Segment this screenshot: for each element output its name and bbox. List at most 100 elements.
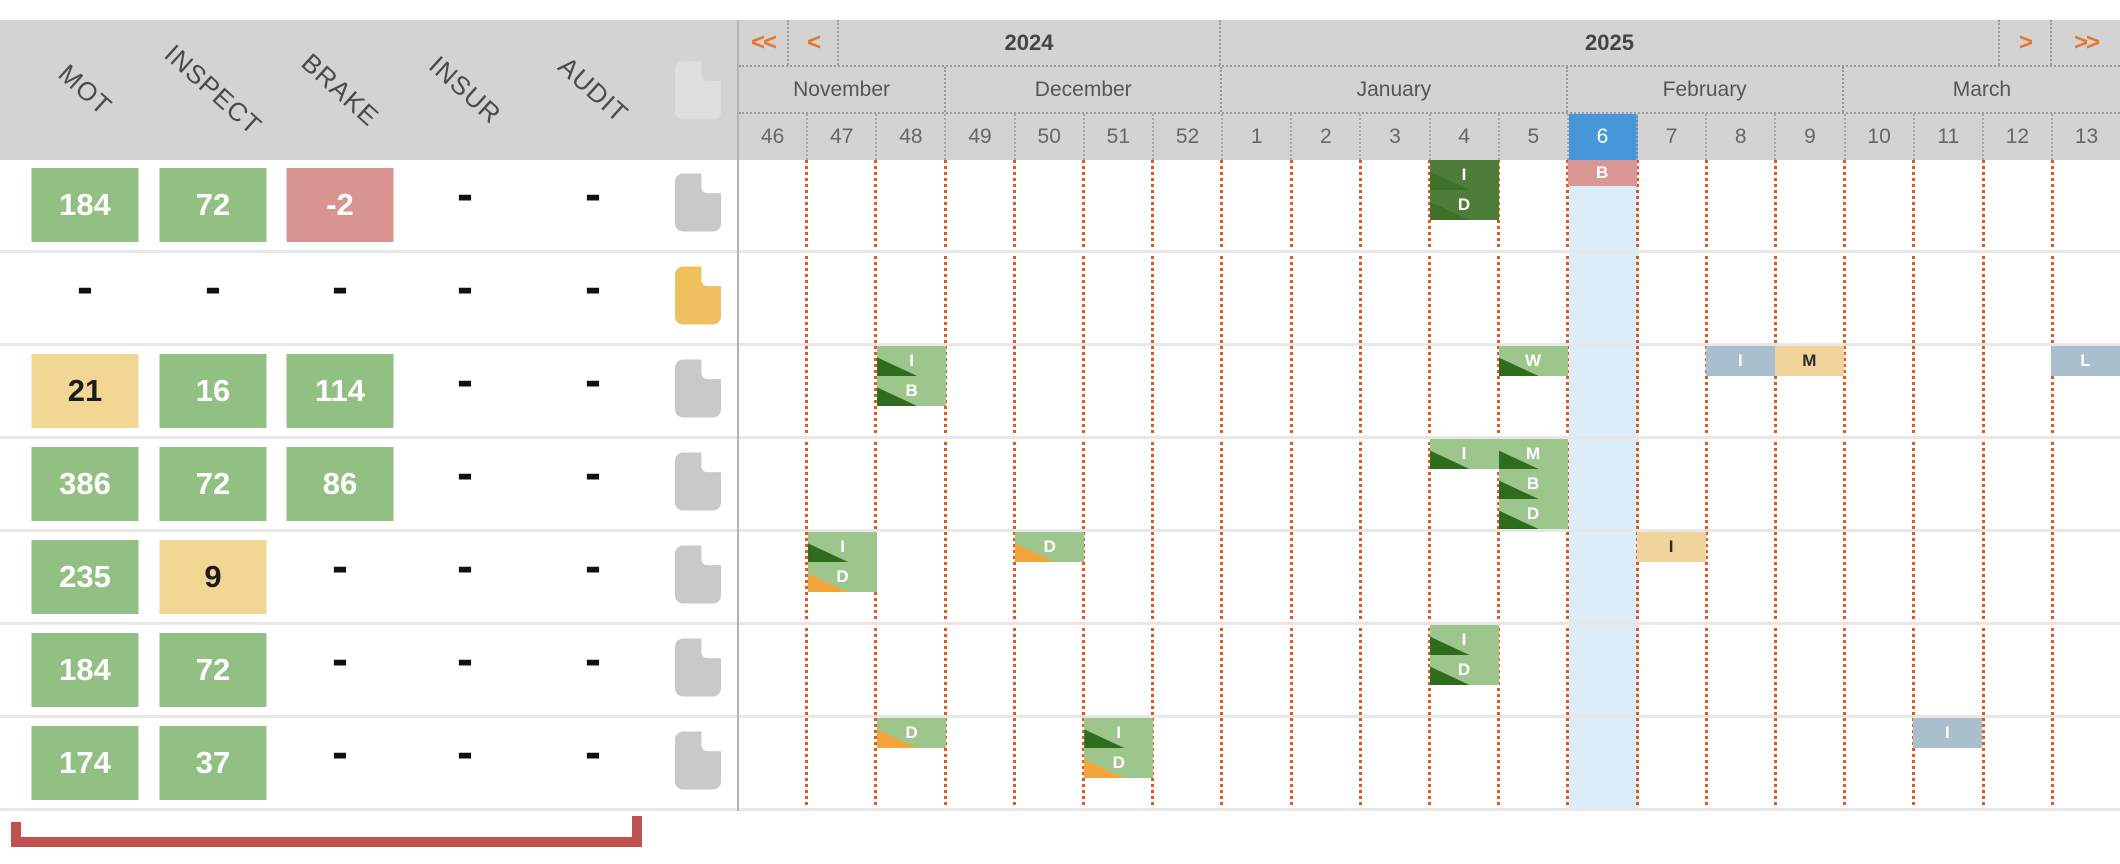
week-6-header-current[interactable]: 6 — [1568, 114, 1639, 160]
brake-days-value[interactable]: 86 — [286, 447, 394, 521]
nav-fast-forward-button[interactable]: >> — [2073, 28, 2100, 56]
event-label: I — [909, 351, 914, 370]
brake-days-value[interactable]: 114 — [286, 354, 394, 428]
event-B-week-48[interactable]: B — [877, 376, 947, 406]
document-button[interactable] — [675, 731, 722, 795]
mot-days-value[interactable]: 386 — [31, 447, 139, 521]
event-M-week-5[interactable]: M — [1498, 439, 1568, 469]
status-table-header: MOT INSPECT BRAKE INSUR AUDIT — [0, 20, 737, 160]
week-49-header[interactable]: 49 — [946, 114, 1016, 160]
event-group-week-48: D — [877, 718, 947, 748]
event-I-week-8[interactable]: I — [1705, 346, 1775, 376]
document-button[interactable] — [675, 452, 722, 516]
nav-forward-button[interactable]: > — [2000, 20, 2052, 65]
audit-empty-value: - — [585, 447, 601, 500]
audit-empty-value: - — [585, 354, 601, 407]
week-8-header[interactable]: 8 — [1707, 114, 1777, 160]
inspect-days-value[interactable]: 9 — [159, 540, 267, 614]
event-I-week-4[interactable]: I — [1429, 439, 1499, 469]
document-column-header — [675, 60, 722, 124]
inspect-days-value[interactable]: 72 — [159, 168, 267, 242]
event-label: D — [1457, 660, 1471, 679]
mot-days-value[interactable]: 184 — [31, 633, 139, 707]
gantt-row-2 — [739, 253, 2120, 346]
week-46-header[interactable]: 46 — [739, 114, 809, 160]
mot-days-value[interactable]: 174 — [31, 726, 139, 800]
mot-days-value[interactable]: 21 — [31, 354, 139, 428]
week-1-header[interactable]: 1 — [1223, 114, 1293, 160]
event-W-week-5[interactable]: W — [1498, 346, 1568, 376]
mot-days-value[interactable]: 235 — [31, 540, 139, 614]
event-D-week-5[interactable]: D — [1498, 499, 1568, 529]
event-B-week-6[interactable]: B — [1567, 160, 1637, 186]
week-47-header[interactable]: 47 — [808, 114, 878, 160]
event-label: I — [1461, 444, 1467, 463]
week-7-column — [1639, 160, 1708, 811]
event-B-week-5[interactable]: B — [1498, 469, 1568, 499]
brake-days-value[interactable]: -2 — [286, 168, 394, 242]
document-button[interactable] — [675, 266, 722, 330]
column-header-audit: AUDIT — [552, 50, 635, 129]
nav-backward-button[interactable]: < — [789, 20, 839, 65]
red-underline-bracket-annotation — [11, 816, 642, 847]
event-I-week-4[interactable]: I — [1429, 625, 1499, 655]
nav-fast-backward-button[interactable]: << — [739, 20, 789, 65]
event-D-week-4[interactable]: D — [1429, 655, 1499, 685]
document-ghost-icon — [675, 60, 722, 120]
event-M-week-9[interactable]: M — [1774, 346, 1844, 376]
event-I-week-47[interactable]: I — [808, 532, 878, 562]
event-D-week-50[interactable]: D — [1015, 532, 1085, 562]
event-I-week-48[interactable]: I — [877, 346, 947, 376]
week-52-column — [1154, 160, 1224, 811]
week-11-header[interactable]: 11 — [1915, 114, 1984, 160]
inspect-days-value[interactable]: 72 — [159, 447, 267, 521]
week-50-header[interactable]: 50 — [1016, 114, 1085, 160]
week-13-header[interactable]: 13 — [2074, 125, 2099, 148]
document-button[interactable] — [675, 359, 722, 423]
vehicle-row-4: 386 72 86 - - — [0, 439, 737, 532]
event-D-week-4[interactable]: D — [1429, 190, 1499, 220]
audit-empty-value: - — [585, 261, 601, 314]
week-3-header[interactable]: 3 — [1361, 114, 1431, 160]
event-label: D — [1526, 504, 1540, 523]
week-4-header[interactable]: 4 — [1431, 114, 1500, 160]
event-I-week-51[interactable]: I — [1084, 718, 1154, 748]
vehicle-status-table: MOT INSPECT BRAKE INSUR AUDIT 184 72 -2 - - - - - -… — [0, 20, 737, 811]
week-10-header[interactable]: 10 — [1846, 114, 1915, 160]
week-2-header[interactable]: 2 — [1292, 114, 1362, 160]
week-5-header[interactable]: 5 — [1500, 114, 1569, 160]
gantt-timeline: << < 2024 2025 > >> November December Ja… — [739, 20, 2120, 811]
week-7-header[interactable]: 7 — [1638, 114, 1708, 160]
event-I-week-7[interactable]: I — [1636, 532, 1706, 562]
month-november-header: November — [739, 67, 947, 112]
mot-days-value[interactable]: 184 — [31, 168, 139, 242]
week-12-header[interactable]: 12 — [1984, 114, 2053, 160]
week-48-header[interactable]: 48 — [877, 114, 947, 160]
vehicle-row-6: 184 72 - - - — [0, 625, 737, 718]
event-D-week-48[interactable]: D — [877, 718, 947, 748]
event-label: B — [905, 381, 918, 400]
document-button[interactable] — [675, 545, 722, 609]
week-9-header[interactable]: 9 — [1776, 114, 1846, 160]
week-51-header[interactable]: 51 — [1085, 114, 1154, 160]
inspect-days-value[interactable]: 16 — [159, 354, 267, 428]
week-52-header[interactable]: 52 — [1154, 114, 1224, 160]
inspect-days-value[interactable]: 72 — [159, 633, 267, 707]
document-button[interactable] — [675, 173, 722, 237]
event-label: M — [1802, 351, 1817, 370]
event-D-week-47[interactable]: D — [808, 562, 878, 592]
event-L-week-13[interactable]: L — [2050, 346, 2120, 376]
month-january-header: January — [1222, 67, 1568, 112]
inspect-days-value[interactable]: 37 — [159, 726, 267, 800]
event-I-week-4[interactable]: I — [1429, 160, 1499, 190]
event-I-week-11[interactable]: I — [1912, 718, 1982, 748]
document-button[interactable] — [675, 638, 722, 702]
event-label: B — [1526, 474, 1540, 493]
event-D-week-51[interactable]: D — [1084, 748, 1154, 778]
insur-empty-value: - — [457, 168, 473, 221]
event-label: D — [1043, 537, 1056, 556]
year-2025-header: 2025 — [1221, 20, 2000, 65]
